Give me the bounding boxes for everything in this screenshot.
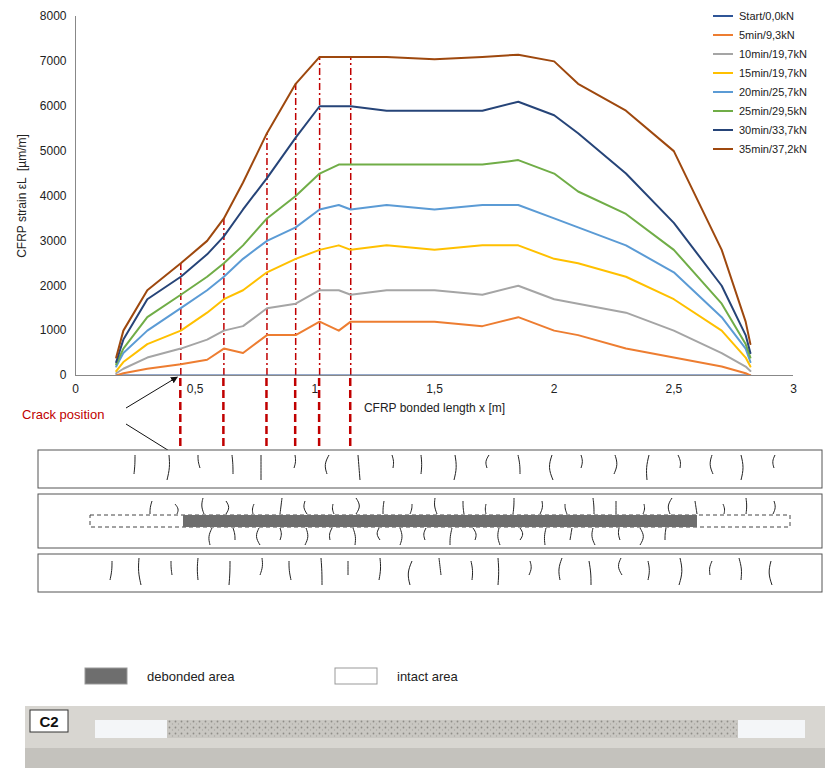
svg-text:0,5: 0,5 (187, 382, 204, 396)
html-text:35min/37,2kN: 35min/37,2kN (739, 142, 807, 155)
svg-text:debonded area: debonded area (147, 669, 235, 684)
html-text:15min/19,7kN: 15min/19,7kN (739, 66, 807, 79)
svg-text:2: 2 (551, 382, 558, 396)
svg-text:4000: 4000 (40, 189, 67, 203)
svg-text:C2: C2 (39, 713, 58, 730)
svg-text:intact area: intact area (397, 669, 458, 684)
svg-text:7000: 7000 (40, 54, 67, 68)
svg-text:6000: 6000 (40, 99, 67, 113)
svg-text:2000: 2000 (40, 279, 67, 293)
html-text:20min/25,7kN: 20min/25,7kN (739, 85, 807, 98)
html-text:5min/9,3kN: 5min/9,3kN (739, 28, 795, 41)
svg-text:CFRP bonded length x [m]: CFRP bonded length x [m] (364, 401, 505, 415)
svg-text:2,5: 2,5 (665, 382, 682, 396)
svg-text:3000: 3000 (40, 234, 67, 248)
html-text:10min/19,7kN: 10min/19,7kN (739, 47, 807, 60)
html-text:25min/29,5kN: 25min/29,5kN (739, 104, 807, 117)
svg-text:1: 1 (311, 382, 318, 396)
svg-text:8000: 8000 (40, 9, 67, 23)
svg-text:Crack position: Crack position (22, 407, 104, 422)
html-text:Start/0,0kN: Start/0,0kN (739, 9, 794, 22)
svg-text:CFRP strain εL [µm/m]: CFRP strain εL [µm/m] (15, 134, 29, 258)
svg-text:0: 0 (60, 368, 67, 382)
html-text:30min/33,7kN: 30min/33,7kN (739, 123, 807, 136)
svg-text:1,5: 1,5 (426, 382, 443, 396)
svg-text:1000: 1000 (40, 323, 67, 337)
svg-text:0: 0 (72, 382, 79, 396)
svg-text:5000: 5000 (40, 144, 67, 158)
svg-text:3: 3 (790, 382, 797, 396)
